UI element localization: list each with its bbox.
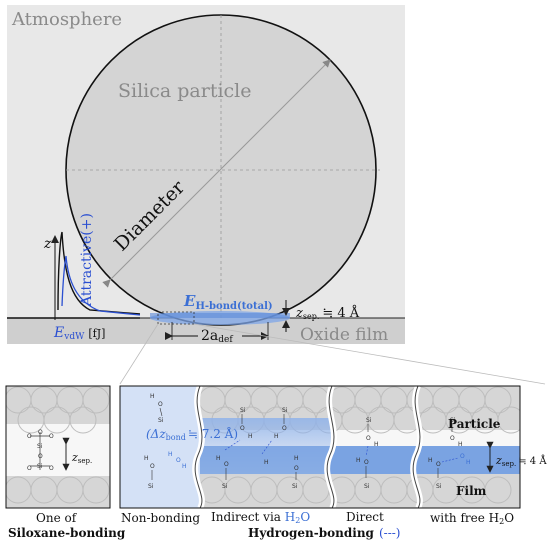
svg-text:H: H xyxy=(428,457,433,464)
svg-text:H: H xyxy=(264,459,269,466)
oxide-film-label: Oxide film xyxy=(300,325,388,345)
svg-text:Si: Si xyxy=(37,463,43,470)
atmosphere-label: Atmosphere xyxy=(11,9,122,30)
svg-text:O: O xyxy=(158,401,163,408)
svg-text:H: H xyxy=(466,459,471,466)
evdw-curve-total xyxy=(57,231,141,315)
molecules: H O Si H O Si H O H Si O H Si O H H O Si… xyxy=(144,393,471,490)
svg-text:H: H xyxy=(374,441,379,448)
svg-text:H: H xyxy=(248,433,253,440)
evdw-label: EvdW [fJ] xyxy=(53,325,105,342)
svg-text:Si: Si xyxy=(158,417,164,424)
svg-text:H: H xyxy=(274,433,279,440)
svg-text:O: O xyxy=(366,435,371,442)
non-bonding-caption: Non-bonding xyxy=(121,511,200,525)
svg-text:Si: Si xyxy=(292,483,298,490)
free-h2o-caption: with free H2O xyxy=(430,511,514,526)
svg-text:H: H xyxy=(182,463,187,470)
svg-text:Si: Si xyxy=(282,407,288,414)
svg-text:Si: Si xyxy=(436,483,442,490)
siloxane-caption-2: Siloxane-bonding xyxy=(8,526,126,540)
siloxane-structure: O O O Si O Si O O xyxy=(27,429,54,472)
svg-text:Si: Si xyxy=(37,443,43,450)
svg-text:H: H xyxy=(216,455,221,462)
svg-text:Si: Si xyxy=(366,417,372,424)
film-inset-label: Film xyxy=(456,484,487,498)
svg-text:O: O xyxy=(176,457,181,464)
svg-text:O: O xyxy=(364,459,369,466)
svg-text:O: O xyxy=(38,453,43,460)
svg-text:O: O xyxy=(450,435,455,442)
top-zsep-label: zsep. ≒ 4 Å xyxy=(295,305,360,321)
svg-text:O: O xyxy=(49,433,54,440)
svg-text:Si: Si xyxy=(450,417,456,424)
svg-text:H: H xyxy=(356,457,361,464)
particle-label: Silica particle xyxy=(118,80,252,102)
svg-text:O: O xyxy=(224,461,229,468)
svg-text:Si: Si xyxy=(364,483,370,490)
hbond-group-caption: Hydrogen-bonding (---) xyxy=(248,526,400,540)
svg-text:O: O xyxy=(150,463,155,470)
svg-text:H: H xyxy=(168,451,173,458)
siloxane-inset: O O O Si O Si O O xyxy=(6,386,110,508)
svg-text:O: O xyxy=(27,465,32,472)
attractive-label: Attractive(+) xyxy=(79,213,95,307)
particle-inset-label: Particle xyxy=(448,417,501,431)
left-zsep-label: zsep. xyxy=(71,451,92,465)
svg-text:Si: Si xyxy=(222,483,228,490)
zoom-box xyxy=(157,311,195,325)
svg-text:H: H xyxy=(150,393,155,400)
svg-text:O: O xyxy=(49,465,54,472)
right-zsep-label: zsep. ≒ 4 Å xyxy=(495,454,547,468)
hbond-inset: H O Si H O Si H O H Si O H Si O H H O Si… xyxy=(120,386,520,508)
svg-text:O: O xyxy=(282,425,287,432)
hbond-total-label: EH-bond(total) xyxy=(183,292,273,312)
svg-text:Si: Si xyxy=(240,407,246,414)
silica-particle xyxy=(65,14,377,326)
z-axis-label: z xyxy=(43,236,52,252)
svg-text:H: H xyxy=(294,455,299,462)
diameter-line xyxy=(102,59,331,288)
svg-text:O: O xyxy=(27,433,32,440)
svg-text:O: O xyxy=(38,429,43,436)
adef-label: 2adef xyxy=(201,328,233,345)
delta-zbond-label: (Δzbond ≒ 7.2 Å) xyxy=(146,426,238,442)
indirect-caption: Indirect via H2O xyxy=(211,510,310,525)
evdw-curve-component xyxy=(61,255,141,316)
svg-text:H: H xyxy=(144,455,149,462)
svg-text:H: H xyxy=(458,441,463,448)
svg-text:Si: Si xyxy=(148,483,154,490)
siloxane-caption-1: One of xyxy=(36,511,78,525)
svg-text:O: O xyxy=(294,465,299,472)
svg-text:O: O xyxy=(436,461,441,468)
direct-caption: Direct xyxy=(346,510,384,524)
svg-text:O: O xyxy=(240,425,245,432)
svg-text:O: O xyxy=(460,453,465,460)
